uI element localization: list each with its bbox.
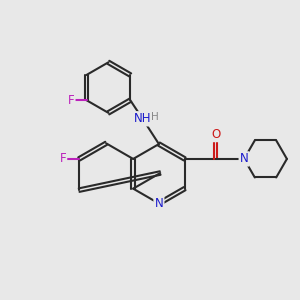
Text: F: F [59,152,66,165]
Text: N: N [154,197,163,210]
Text: H: H [151,112,159,122]
Text: O: O [211,128,220,141]
Text: NH: NH [134,112,151,125]
Text: N: N [240,152,248,165]
Text: F: F [68,94,74,107]
